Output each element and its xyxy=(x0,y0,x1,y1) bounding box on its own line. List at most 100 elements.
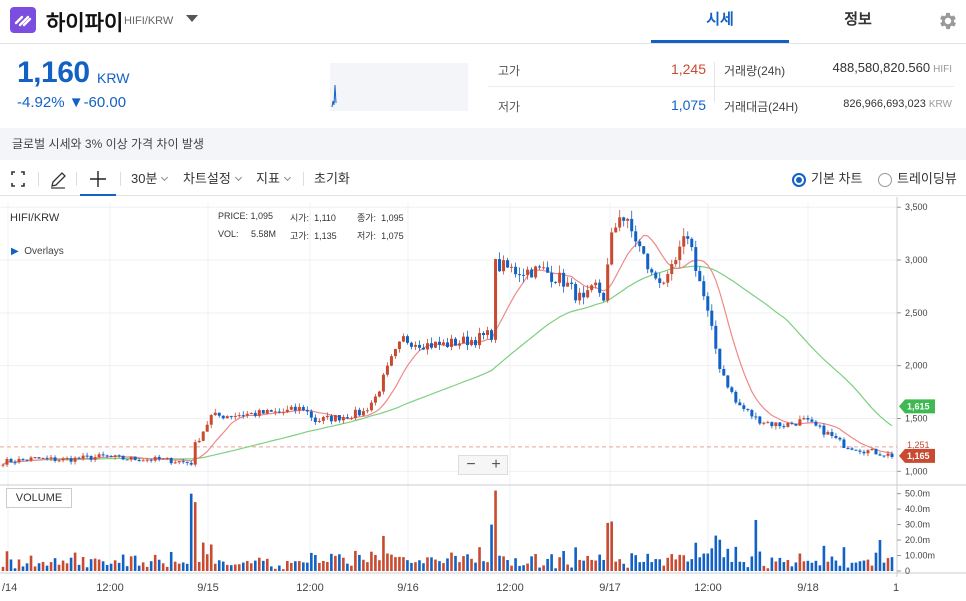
info-price: 1,095 xyxy=(250,211,274,221)
ohlc-open: 시가: 1,110 xyxy=(290,211,336,224)
candle-body xyxy=(217,412,221,416)
coin-dropdown-chevron-icon[interactable] xyxy=(186,15,198,22)
candle-body xyxy=(534,266,538,278)
volume-bar xyxy=(233,564,237,571)
candle-body xyxy=(486,330,490,335)
crosshair-button[interactable] xyxy=(80,162,116,196)
volume-bar xyxy=(358,554,361,571)
zoom-in-button[interactable]: + xyxy=(491,456,501,473)
candle-body xyxy=(325,415,329,418)
candle-body xyxy=(514,266,518,275)
volume-bar xyxy=(786,560,790,571)
volume-bar xyxy=(270,566,273,571)
volume-bar xyxy=(498,555,501,571)
volume-bar xyxy=(526,563,529,571)
candle-body xyxy=(365,410,369,412)
tradingview-radio[interactable] xyxy=(878,173,892,187)
coin-name: 하이파이 xyxy=(46,12,124,35)
candle-body xyxy=(221,415,225,419)
pencil-icon xyxy=(51,172,66,189)
fullscreen-button[interactable] xyxy=(10,162,26,196)
change-percent: -4.92% xyxy=(17,94,65,111)
candle-body xyxy=(806,418,810,420)
fullscreen-icon xyxy=(11,171,25,187)
draw-tool-button[interactable] xyxy=(48,162,68,196)
volume-bar xyxy=(754,519,758,571)
volume-bar xyxy=(201,542,205,571)
coin-logo xyxy=(10,7,36,33)
volume-bar xyxy=(514,558,517,571)
interval-select[interactable]: 30분 xyxy=(131,162,169,196)
volume-bar xyxy=(402,557,405,571)
gear-icon[interactable] xyxy=(937,10,959,32)
candle-body xyxy=(662,282,666,284)
candle-body xyxy=(850,448,854,450)
candle-body xyxy=(670,264,674,274)
candle-body xyxy=(646,253,650,270)
candle-body xyxy=(458,343,462,346)
volume-bar xyxy=(398,556,401,571)
basic-chart-radio[interactable] xyxy=(792,173,806,187)
overlays-caret-icon: ▶ xyxy=(11,246,19,257)
crosshair-plus-icon xyxy=(90,171,106,187)
tab-info[interactable]: 정보 xyxy=(789,0,927,43)
candle-body xyxy=(301,407,305,411)
volume-bar xyxy=(330,553,333,571)
candle-body xyxy=(89,455,93,460)
candle-body xyxy=(714,325,718,349)
hifi-logo-icon xyxy=(14,15,32,27)
last-price-tag: 1,165 xyxy=(907,451,930,461)
tradingview-label[interactable]: 트레이딩뷰 xyxy=(897,171,957,186)
volume-bar xyxy=(870,565,874,571)
chart-canvas[interactable]: 3,500 3,000 2,500 2,000 1,500 1,000 50.0m 40.0m… xyxy=(0,197,966,601)
volume-bar xyxy=(97,559,101,571)
volume-bar xyxy=(125,566,129,571)
volume-bar xyxy=(602,559,605,571)
volume-bar xyxy=(614,561,617,571)
volume-bar xyxy=(694,542,698,571)
candle-body xyxy=(838,437,842,440)
volume-bar xyxy=(594,560,597,571)
overlays-toggle[interactable]: ▶ Overlays xyxy=(11,246,64,257)
x-tick-label: 9/16 xyxy=(397,582,418,594)
volume-bar xyxy=(538,567,541,571)
volume-bar xyxy=(698,557,702,571)
volume-bar xyxy=(690,559,694,571)
candle-body xyxy=(137,459,141,462)
candle-body xyxy=(169,457,173,464)
volume-bar xyxy=(510,565,513,571)
zoom-out-button[interactable]: − xyxy=(466,456,476,473)
reset-button[interactable]: 초기화 xyxy=(314,171,350,186)
volume-bar xyxy=(630,553,634,571)
volume-bar xyxy=(606,522,609,571)
candle-body xyxy=(97,454,101,458)
volume-bar xyxy=(818,565,822,571)
volume-bar xyxy=(418,560,421,571)
candle-body xyxy=(622,217,626,221)
candle-body xyxy=(790,422,794,424)
ohlc-row-1: PRICE: 1,095 xyxy=(218,211,273,221)
volume-bar xyxy=(682,555,686,571)
candle-body xyxy=(145,459,149,461)
candle-body xyxy=(421,347,425,350)
volume-bar xyxy=(69,557,73,571)
basic-chart-label[interactable]: 기본 차트 xyxy=(811,171,863,186)
candle-body xyxy=(886,453,890,456)
volume-24h: 488,580,820.560 HIFI xyxy=(780,60,953,75)
indicators-select[interactable]: 지표 xyxy=(256,162,291,196)
chart-settings-select[interactable]: 차트설정 xyxy=(183,162,242,196)
volume-bar xyxy=(738,561,742,571)
tab-market-price[interactable]: 시세 xyxy=(651,0,789,43)
info-close: 1,095 xyxy=(381,213,404,223)
price-chart[interactable]: 3,500 3,000 2,500 2,000 1,500 1,000 50.0m 40.0m… xyxy=(0,197,966,601)
interval-label: 30분 xyxy=(131,171,158,186)
volume-bar xyxy=(570,567,573,571)
volume-bar xyxy=(193,502,197,571)
candle-body xyxy=(506,260,510,268)
volume-bar xyxy=(314,555,317,571)
candle-body xyxy=(57,460,61,462)
volume-bar xyxy=(45,565,49,571)
volume-bar xyxy=(482,561,485,571)
volume-bar xyxy=(366,562,369,571)
candle-body xyxy=(389,356,393,366)
